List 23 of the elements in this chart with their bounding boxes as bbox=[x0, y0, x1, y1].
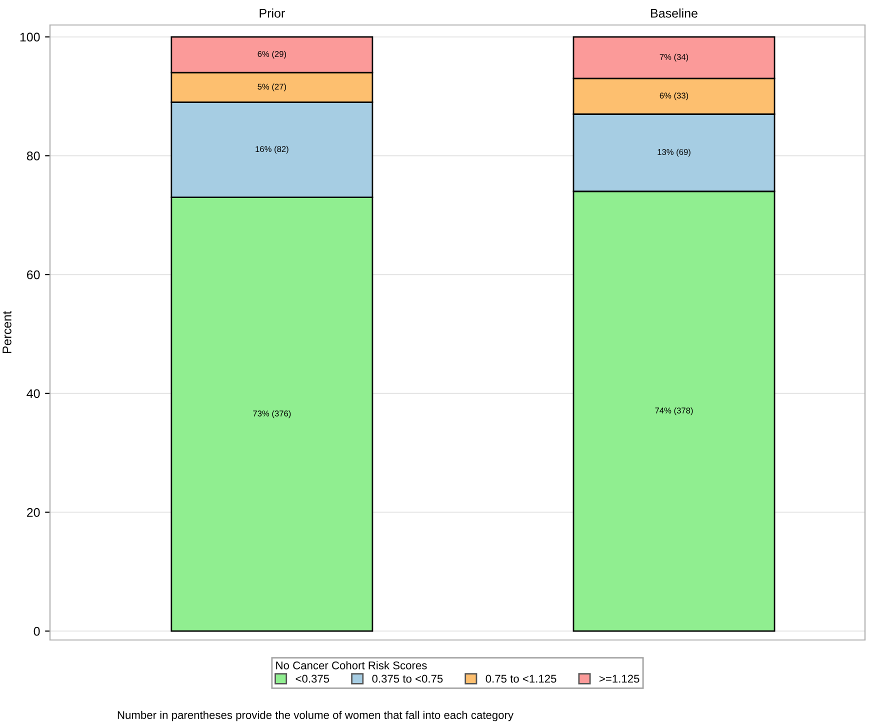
data-label: 7% (34) bbox=[660, 54, 688, 62]
legend-title: No Cancer Cohort Risk Scores bbox=[276, 661, 427, 670]
legend-label: <0.375 bbox=[296, 674, 330, 683]
data-label: 6% (29) bbox=[258, 50, 286, 59]
y-tick-label: 20 bbox=[27, 508, 40, 517]
x-tick-label: Baseline bbox=[651, 8, 698, 18]
y-axis-title: Percent bbox=[2, 311, 12, 354]
data-label: 5% (27) bbox=[258, 84, 286, 92]
x-tick-label: Prior bbox=[260, 8, 285, 18]
text: Number in parentheses provide the volume of women that fall into each category bbox=[118, 710, 514, 722]
data-label: 6% (33) bbox=[660, 92, 688, 100]
y-tick-label: 60 bbox=[27, 270, 40, 280]
y-tick-label: 80 bbox=[26, 152, 40, 160]
legend-label: 0.75 to <1.125 bbox=[486, 674, 556, 683]
data-label: 13% (69) bbox=[658, 148, 690, 157]
data-label: 74% (378) bbox=[655, 407, 693, 416]
data-label: 73% (376) bbox=[253, 410, 291, 418]
legend-label: >=1.125 bbox=[599, 674, 640, 683]
y-tick-label: 0 bbox=[34, 626, 40, 636]
legend-label: 0.375 to <0.75 bbox=[372, 674, 443, 683]
data-label: 16% (82) bbox=[256, 146, 288, 154]
y-tick-label: 100 bbox=[20, 32, 40, 42]
y-tick-label: 40 bbox=[26, 389, 40, 398]
